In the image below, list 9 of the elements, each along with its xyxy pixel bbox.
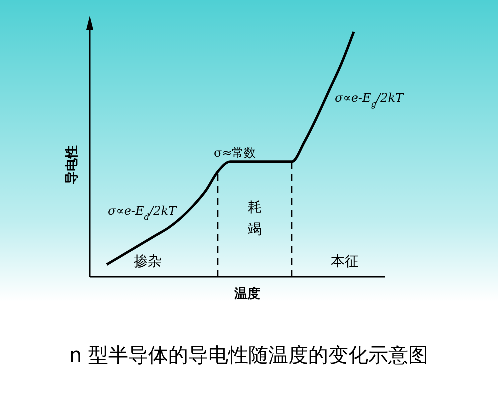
annotation: σ∝e-E$_{g}$/2kT — [335, 91, 405, 109]
annotation: 耗竭 — [248, 200, 262, 238]
y-axis-title: 导电性 — [65, 146, 80, 184]
x-axis-title: 温度 — [234, 286, 260, 302]
annotation: 本征 — [331, 254, 359, 270]
annotation: σ∝e-E$_{d}$/2kT — [108, 204, 178, 222]
annotation: σ≈常数 — [214, 146, 256, 160]
text: n 型半导体的导电性随温度的变化示意图 — [69, 343, 429, 367]
annotation: 掺杂 — [134, 254, 162, 270]
